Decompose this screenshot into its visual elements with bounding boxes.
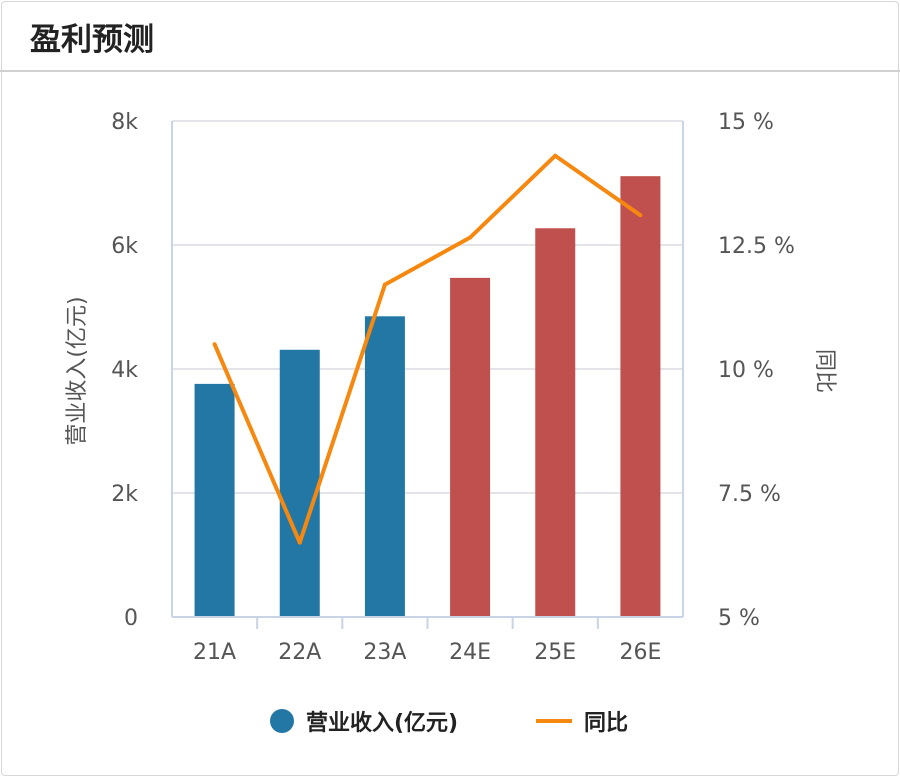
x-tick-label: 25E [534, 640, 576, 665]
y-tick-label: 4k [111, 358, 138, 383]
y-tick-label: 2k [111, 482, 138, 507]
bar-23A [364, 316, 405, 617]
y-axis-title: 营业收入(亿元) [65, 296, 90, 445]
legend-bar-marker [270, 709, 294, 733]
y-tick-label: 6k [111, 234, 138, 259]
x-tick-label: 24E [449, 640, 491, 665]
growth-point-23A [382, 282, 387, 287]
growth-point-24E [468, 235, 473, 240]
bar-26E [620, 176, 661, 617]
y2-tick-label: 7.5 % [718, 482, 781, 507]
bar-24E [450, 277, 491, 617]
y2-tick-label: 10 % [718, 358, 774, 383]
header: 盈利预测 [0, 0, 900, 72]
y2-tick-label: 15 % [718, 110, 774, 135]
growth-point-26E [638, 213, 643, 218]
bar-21A [194, 383, 235, 617]
growth-line [212, 153, 642, 545]
bar-25E [535, 228, 576, 617]
growth-point-25E [553, 153, 558, 158]
x-tick-label: 22A [278, 640, 321, 665]
page-title: 盈利预测 [30, 22, 154, 58]
x-tick-label: 21A [193, 640, 236, 665]
y-tick-label: 8k [111, 110, 138, 135]
x-tick-label: 23A [363, 640, 406, 665]
y-tick-label: 0 [124, 606, 138, 631]
legend-bar-label[interactable]: 营业收入(亿元) [306, 710, 458, 736]
bar-22A [279, 349, 320, 617]
growth-point-21A [212, 342, 217, 347]
y2-axis-title: 同比 [812, 349, 837, 393]
y2-tick-label: 12.5 % [718, 234, 795, 259]
legend-line-label[interactable]: 同比 [584, 711, 628, 736]
x-tick-label: 26E [619, 640, 661, 665]
growth-point-22A [297, 540, 302, 545]
y2-tick-label: 5 % [718, 606, 760, 631]
legend: 营业收入(亿元) 同比 [270, 709, 628, 736]
